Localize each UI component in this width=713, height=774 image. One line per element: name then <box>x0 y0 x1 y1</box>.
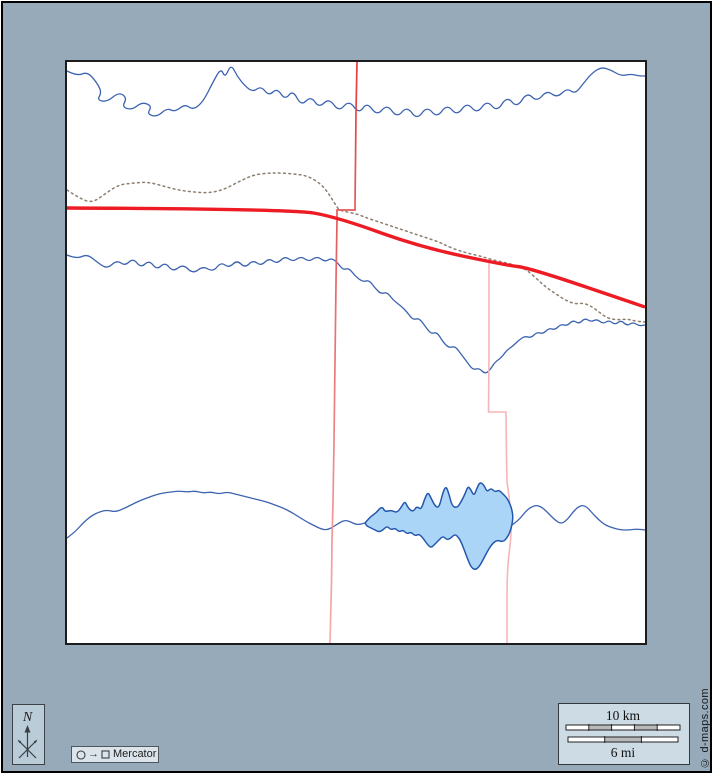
railway-path <box>67 172 645 323</box>
scale-mi-label: 6 mi <box>611 745 636 760</box>
scale-bars: 10 km 6 mi <box>565 708 681 760</box>
middle-river-path <box>67 254 645 374</box>
scale-km-label: 10 km <box>606 708 641 723</box>
bottom-river-east-path <box>511 504 645 531</box>
projection-arrow-icon: → <box>88 748 99 760</box>
projection-square-icon <box>101 750 110 759</box>
copyright-credit: © d-maps.com <box>699 687 711 768</box>
top-river-path <box>67 66 645 118</box>
projection-circle-icon <box>76 749 86 760</box>
scale-box: 10 km 6 mi <box>558 703 690 765</box>
map-svg <box>67 62 645 643</box>
projection-label: Mercator <box>113 748 157 760</box>
bottom-river-west-path <box>67 490 366 539</box>
scale-bar-km <box>565 724 681 731</box>
compass-north-label: N <box>22 710 33 725</box>
projection-box: → Mercator <box>71 746 159 763</box>
compass-rose-icon: N <box>17 710 38 759</box>
vertical-road-1-path <box>329 62 358 643</box>
main-road-path <box>67 206 645 309</box>
lake-shape <box>364 482 514 570</box>
scale-bar-mi <box>567 736 679 743</box>
map-canvas <box>65 60 647 645</box>
compass-box: N <box>12 704 45 765</box>
vertical-road-2-path <box>487 263 513 643</box>
